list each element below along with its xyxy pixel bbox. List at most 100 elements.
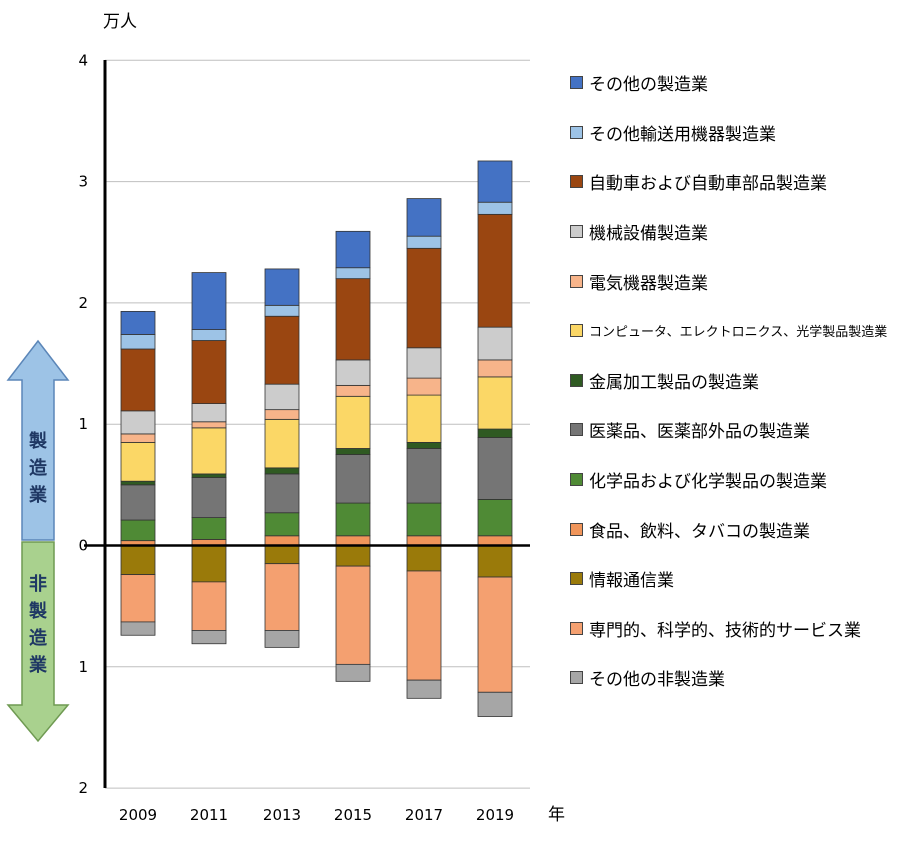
manufacturing-arrow: 製造業 xyxy=(6,339,70,541)
up-arrow-shape xyxy=(6,339,70,541)
bar-segment xyxy=(406,347,442,379)
bar-segment xyxy=(264,467,300,475)
bar-segment xyxy=(264,563,300,631)
bar-segment xyxy=(406,247,442,349)
legend-swatch xyxy=(570,76,583,90)
bar-segment xyxy=(264,545,300,565)
legend-label: その他輸送用機器製造業 xyxy=(589,124,776,145)
bar-segment xyxy=(335,359,371,386)
arrow-label-char: 造 xyxy=(29,457,47,479)
legend-label: その他の製造業 xyxy=(589,75,708,96)
bars xyxy=(120,160,513,717)
bar-segment xyxy=(335,267,371,280)
bar-segment xyxy=(477,499,513,537)
bar-segment xyxy=(477,359,513,378)
bar-segment xyxy=(406,679,442,699)
bar-segment xyxy=(191,272,227,330)
bar-segment xyxy=(477,376,513,430)
bar-segment xyxy=(406,235,442,249)
legend-swatch xyxy=(570,671,583,685)
legend-swatch xyxy=(570,175,583,189)
bar-segment xyxy=(406,448,442,504)
legend-swatch xyxy=(570,572,583,586)
bar-segment xyxy=(191,477,227,519)
arrow-label-char: 業 xyxy=(28,654,48,676)
y-tick-label: 3 xyxy=(78,173,88,191)
bar-segment xyxy=(120,441,156,482)
arrow-label-char: 製 xyxy=(28,601,47,622)
legend-label: 化学品および化学製品の製造業 xyxy=(589,472,827,493)
legend-item: 食品、飲料、タバコの製造業 xyxy=(570,504,887,554)
x-tick-label: 2013 xyxy=(263,806,301,824)
legend-item: 金属加工製品の製造業 xyxy=(570,356,887,406)
legend-label: 食品、飲料、タバコの製造業 xyxy=(589,521,810,542)
legend-swatch xyxy=(570,621,583,635)
bar-segment xyxy=(191,581,227,631)
down-arrow-shape xyxy=(6,541,70,743)
legend-swatch xyxy=(570,522,583,536)
legend-item: 自動車および自動車部品製造業 xyxy=(570,157,887,207)
arrow-label-char: 業 xyxy=(28,484,48,506)
legend-label: コンピュータ、エレクトロニクス、光学製品製造業 xyxy=(589,325,888,341)
x-tick-label: 2017 xyxy=(405,806,443,824)
bar-segment xyxy=(264,418,300,469)
legend-item: コンピュータ、エレクトロニクス、光学製品製造業 xyxy=(570,306,887,356)
x-tick-label: 2015 xyxy=(334,806,372,824)
arrow-label-char: 製 xyxy=(28,431,47,452)
legend-item: 化学品および化学製品の製造業 xyxy=(570,455,887,505)
legend-swatch xyxy=(570,423,583,437)
arrow-label-char: 造 xyxy=(29,627,47,649)
legend-swatch xyxy=(570,473,583,487)
bar-segment xyxy=(191,427,227,475)
bar-segment xyxy=(477,213,513,328)
bar-segment xyxy=(406,377,442,396)
bar-segment xyxy=(264,304,300,317)
bar-segment xyxy=(335,565,371,665)
legend-item: その他の製造業 xyxy=(570,58,887,108)
arrow-label-char: 非 xyxy=(29,573,47,595)
bar-segment xyxy=(477,691,513,717)
non-manufacturing-arrow: 非製造業 xyxy=(6,541,70,743)
bar-segment xyxy=(264,409,300,420)
bar-segment xyxy=(191,630,227,645)
legend-swatch xyxy=(570,225,583,239)
legend-swatch xyxy=(570,125,583,139)
bar-segment xyxy=(477,535,513,546)
legend-label: 専門的、科学的、技術的サービス業 xyxy=(589,620,861,641)
bar-segment xyxy=(120,519,156,542)
bar-segment xyxy=(406,198,442,237)
legend-label: 医薬品、医薬部外品の製造業 xyxy=(589,422,810,443)
bar-segment xyxy=(477,428,513,438)
bar-segment xyxy=(477,576,513,693)
bar-segment xyxy=(406,545,442,572)
bar-segment xyxy=(120,310,156,335)
non-manufacturing-arrow-label: 非製造業 xyxy=(28,573,48,676)
bar-segment xyxy=(120,348,156,412)
legend-item: 情報通信業 xyxy=(570,554,887,604)
bar-segment xyxy=(264,383,300,411)
bar-segment xyxy=(335,448,371,455)
legend-label: その他の非製造業 xyxy=(589,670,725,691)
bar-segment xyxy=(120,574,156,623)
y-tick-label: 4 xyxy=(78,51,88,69)
bar-segment xyxy=(191,517,227,540)
bar-segment xyxy=(264,315,300,385)
bar-segment xyxy=(120,621,156,636)
bar-segment xyxy=(120,484,156,521)
axes xyxy=(84,60,530,788)
bar-segment xyxy=(120,545,156,576)
bar-segment xyxy=(335,502,371,537)
bar-segment xyxy=(264,512,300,537)
legend-label: 金属加工製品の製造業 xyxy=(589,372,759,393)
x-tick-labels: 2009 2011 2013 2015 2017 2019 xyxy=(119,806,514,824)
bar-segment xyxy=(191,545,227,583)
bar-segment xyxy=(335,395,371,449)
bar-segment xyxy=(477,437,513,500)
bar-segment xyxy=(477,160,513,203)
legend: その他の製造業 その他輸送用機器製造業 自動車および自動車部品製造業 機械設備製造業電… xyxy=(570,58,887,703)
bar-segment xyxy=(191,421,227,429)
bar-segment xyxy=(191,329,227,341)
bar-segment xyxy=(191,403,227,423)
bar-segment xyxy=(191,340,227,404)
